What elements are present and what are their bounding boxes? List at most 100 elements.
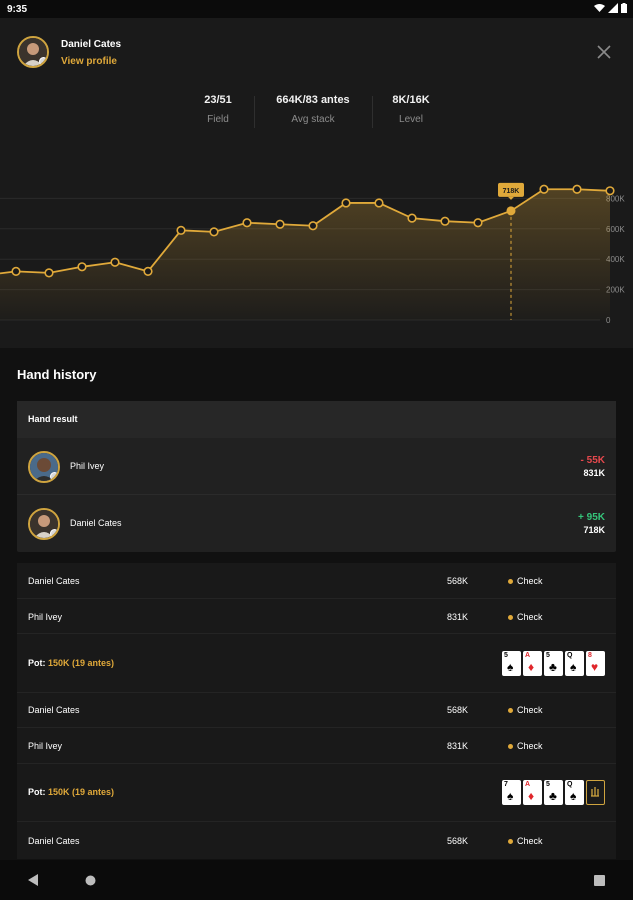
close-icon[interactable] — [596, 44, 612, 60]
data-point — [308, 221, 318, 231]
playing-card: Q ♠ — [565, 780, 584, 805]
flag-icon — [50, 472, 58, 481]
pot-label-text: Pot: — [28, 658, 46, 668]
view-profile-link[interactable]: View profile — [61, 56, 117, 67]
stat-field: 23/51 Field — [163, 94, 273, 125]
action-dot-icon — [508, 743, 513, 749]
action-player-name: Phil Ivey — [28, 741, 63, 751]
stat-value: 23/51 — [204, 94, 232, 106]
divider — [254, 96, 255, 128]
board-cards: 7 ♠ A ♦ 5 ♣ Q ♠ — [502, 780, 605, 805]
signal-icon — [608, 3, 618, 13]
data-point — [374, 198, 384, 208]
pot-value: 150K (19 antes) — [48, 787, 115, 797]
playing-card: 8 ♥ — [586, 651, 605, 676]
action-label: Check — [517, 705, 543, 715]
card-suit-icon: ♠ — [570, 660, 577, 674]
series-line — [0, 188, 611, 275]
stat-label: Field — [207, 114, 229, 125]
action-badge: Check — [508, 741, 543, 751]
card-rank: 5 — [546, 652, 550, 659]
highlight-point — [506, 206, 516, 216]
action-row: Daniel Cates 568K Check — [17, 822, 616, 859]
tooltip-box — [498, 182, 524, 197]
pot-label: Pot: 150K (19 antes) — [28, 658, 114, 668]
card-suit-icon: ♥ — [591, 660, 599, 674]
action-row: Daniel Cates 568K Check — [17, 693, 616, 728]
data-point — [209, 227, 219, 237]
data-point — [473, 218, 483, 228]
playing-card: A ♦ — [523, 780, 542, 805]
stat-level: 8K/16K Level — [356, 94, 466, 125]
card-suit-icon: ♦ — [528, 789, 535, 803]
card-back-icon — [586, 780, 605, 805]
pot-label-text: Pot: — [28, 787, 46, 797]
data-point — [572, 184, 582, 194]
card-suit-icon: ♠ — [507, 789, 514, 803]
logo-icon — [591, 787, 599, 797]
action-stack: 568K — [447, 836, 469, 846]
pot-row: Pot: 150K (19 antes) 5 ♠ A ♦ 5 ♣ Q ♠ 8 ♥ — [17, 634, 616, 693]
card-suit-icon: ♣ — [549, 789, 557, 803]
card-rank: A — [525, 781, 531, 788]
result-row: Phil Ivey - 55K 831K — [17, 438, 616, 495]
result-player-name: Daniel Cates — [70, 518, 122, 528]
data-point — [440, 216, 450, 226]
wifi-icon — [594, 4, 605, 12]
hand-result-card: Hand result Phil Ivey - 55K 831K Daniel … — [17, 401, 616, 552]
data-point — [176, 225, 186, 235]
y-tick-label: 600K — [606, 225, 625, 234]
player-photo-icon — [30, 453, 58, 481]
action-dot-icon — [508, 838, 513, 844]
flag-icon — [39, 57, 47, 66]
avatar[interactable] — [28, 451, 60, 483]
card-rank: 5 — [546, 781, 550, 788]
hand-result-title: Hand result — [28, 414, 78, 424]
divider — [17, 494, 616, 495]
battery-icon — [621, 3, 627, 13]
action-stack: 831K — [447, 741, 469, 751]
player-panel: Daniel Cates View profile 23/51 Field 66… — [0, 18, 633, 348]
action-stack: 568K — [447, 705, 469, 715]
card-rank: 8 — [588, 652, 592, 659]
action-label: Check — [517, 612, 543, 622]
status-bar: 9:35 — [0, 0, 633, 18]
result-delta: + 95K — [578, 512, 605, 523]
hand-result-header: Hand result — [17, 401, 616, 438]
avatar[interactable] — [17, 36, 49, 68]
playing-card: 5 ♣ — [544, 651, 563, 676]
action-badge: Check — [508, 705, 543, 715]
player-photo-icon — [30, 510, 58, 538]
player-photo-icon — [19, 38, 47, 66]
action-player-name: Daniel Cates — [28, 705, 80, 715]
y-tick-label: 200K — [606, 286, 625, 295]
data-point — [275, 219, 285, 229]
area-fill — [0, 189, 610, 320]
result-delta: - 55K — [580, 455, 605, 466]
avatar[interactable] — [28, 508, 60, 540]
action-player-name: Daniel Cates — [28, 836, 80, 846]
status-time: 9:35 — [7, 4, 28, 15]
board-cards: 5 ♠ A ♦ 5 ♣ Q ♠ 8 ♥ — [502, 651, 605, 676]
action-label: Check — [517, 836, 543, 846]
stack-chart: 800K600K400K200K0718K — [0, 182, 625, 323]
data-point — [539, 184, 549, 194]
card-suit-icon: ♠ — [570, 789, 577, 803]
back-icon[interactable] — [28, 874, 39, 886]
playing-card: 5 ♠ — [502, 651, 521, 676]
playing-card: 5 ♣ — [544, 780, 563, 805]
playing-card: Q ♠ — [565, 651, 584, 676]
tournament-stats: 23/51 Field 664K/83 antes Avg stack 8K/1… — [0, 94, 633, 134]
stat-label: Level — [399, 114, 423, 125]
action-dot-icon — [508, 707, 513, 713]
status-icons — [594, 3, 627, 13]
recents-icon[interactable] — [594, 875, 605, 886]
pot-row: Pot: 150K (19 antes) 7 ♠ A ♦ 5 ♣ Q ♠ — [17, 764, 616, 822]
stat-value: 8K/16K — [392, 94, 430, 106]
action-badge: Check — [508, 576, 543, 586]
action-player-name: Phil Ivey — [28, 612, 63, 622]
home-icon[interactable] — [85, 875, 96, 886]
action-dot-icon — [508, 578, 513, 584]
action-badge: Check — [508, 612, 543, 622]
action-row: Daniel Cates 568K Check — [17, 563, 616, 599]
